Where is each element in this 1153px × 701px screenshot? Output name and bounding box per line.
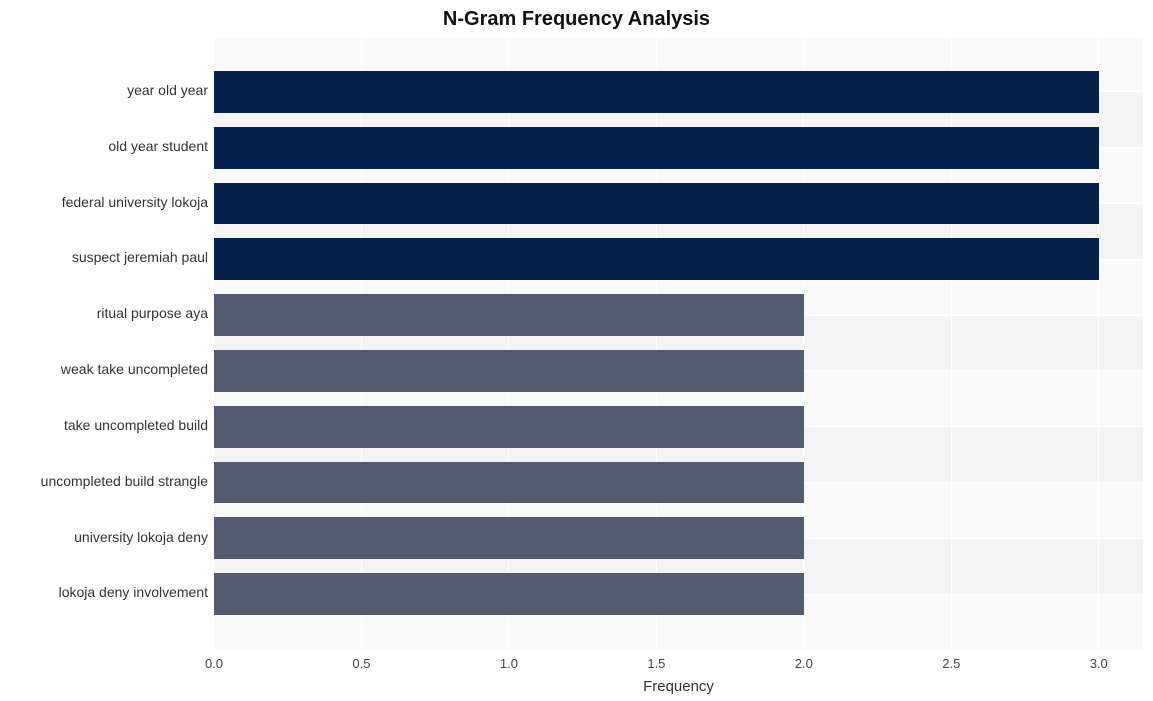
y-tick-label: suspect jeremiah paul: [0, 249, 208, 265]
bar: [214, 517, 804, 559]
x-axis-label: Frequency: [214, 678, 1143, 695]
chart-title: N-Gram Frequency Analysis: [0, 8, 1153, 31]
bar: [214, 127, 1099, 169]
y-tick-label: old year student: [0, 138, 208, 154]
bar: [214, 406, 804, 448]
plot-area: [214, 36, 1143, 650]
bar: [214, 294, 804, 336]
y-gridline: [214, 650, 1143, 651]
x-tick-label: 2.0: [795, 656, 813, 671]
bar: [214, 573, 804, 615]
y-tick-label: federal university lokoja: [0, 194, 208, 210]
bar: [214, 183, 1099, 225]
y-tick-label: uncompleted build strangle: [0, 473, 208, 489]
bar: [214, 462, 804, 504]
y-tick-label: ritual purpose aya: [0, 305, 208, 321]
bar: [214, 350, 804, 392]
x-tick-label: 2.5: [942, 656, 960, 671]
y-gridline: [214, 36, 1143, 37]
x-tick-label: 0.5: [352, 656, 370, 671]
x-tick-label: 1.5: [647, 656, 665, 671]
x-tick-label: 0.0: [205, 656, 223, 671]
bar: [214, 71, 1099, 113]
y-tick-label: lokoja deny involvement: [0, 584, 208, 600]
y-tick-label: university lokoja deny: [0, 529, 208, 545]
y-tick-label: take uncompleted build: [0, 417, 208, 433]
y-tick-label: weak take uncompleted: [0, 361, 208, 377]
y-tick-label: year old year: [0, 82, 208, 98]
x-tick-label: 3.0: [1090, 656, 1108, 671]
bar: [214, 238, 1099, 280]
x-tick-label: 1.0: [500, 656, 518, 671]
